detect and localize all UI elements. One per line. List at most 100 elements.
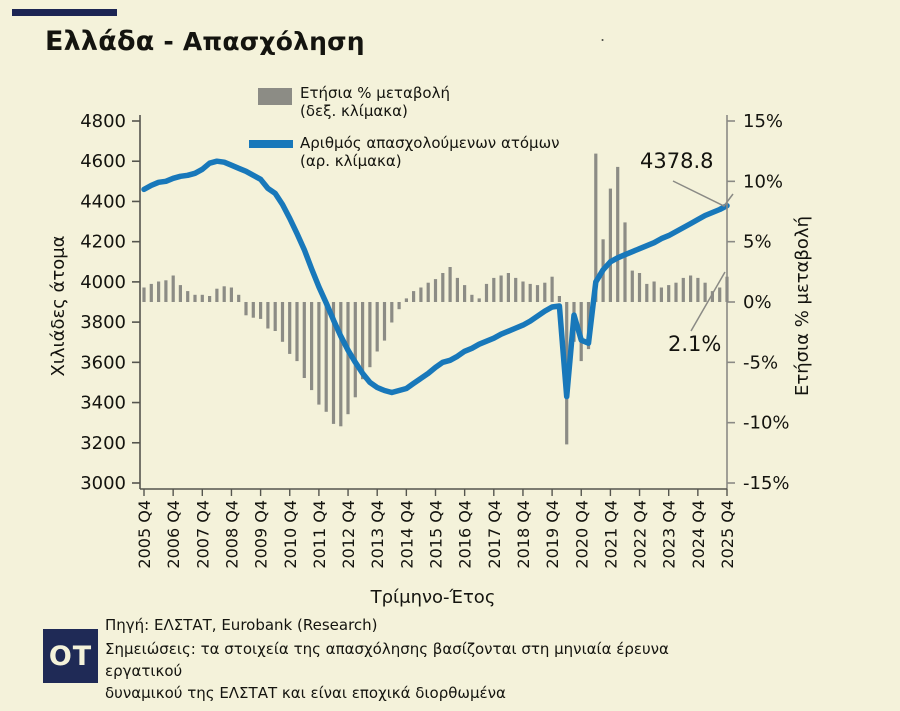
yoy-bar — [288, 302, 292, 354]
yoy-bar — [674, 282, 678, 302]
left-axis-tick-label: 4000 — [80, 272, 126, 293]
right-axis-tick-label: -5% — [743, 352, 778, 373]
x-axis-tick-label: 2023 Q4 — [660, 500, 679, 569]
leader-line-to-last-bar — [690, 271, 726, 332]
x-axis-tick-label: 2008 Q4 — [222, 500, 241, 569]
x-axis-tick-label: 2011 Q4 — [310, 500, 329, 569]
x-axis-tick-label: 2012 Q4 — [339, 500, 358, 569]
yoy-bar — [543, 282, 547, 302]
legend-line-label-line1: Αριθμός απασχολούμενων ατόμων — [300, 134, 560, 152]
yoy-bar — [718, 287, 722, 302]
yoy-bar — [499, 275, 503, 302]
left-axis-tick-label: 3600 — [80, 352, 126, 373]
x-axis-tick-label: 2024 Q4 — [689, 500, 708, 569]
page-title-primary: Ελλάδα — [45, 26, 155, 57]
yoy-bar — [492, 277, 496, 302]
notes-text: Σημειώσεις: τα στοιχεία της απασχόλησης … — [105, 638, 745, 704]
x-axis-tick-label: 2016 Q4 — [456, 500, 475, 569]
yoy-bar — [441, 273, 445, 302]
yoy-bar — [404, 298, 408, 302]
right-axis-tick-label: 15% — [743, 111, 783, 132]
yoy-bar — [689, 275, 693, 302]
stray-dot: . — [600, 26, 606, 45]
ot-logo: OT — [43, 629, 98, 683]
legend-line-swatch — [249, 140, 293, 148]
yoy-bar — [681, 277, 685, 302]
yoy-bar — [463, 285, 467, 302]
left-axis-tick-label: 4600 — [80, 151, 126, 172]
legend-line-label-line2: (αρ. κλίμακα) — [300, 152, 402, 170]
notes-line2: δυναμικού της ΕΛΣΤΑΤ και είναι εποχικά δ… — [105, 684, 506, 702]
yoy-bar — [222, 286, 226, 302]
legend-bar-label-line1: Ετήσια % μεταβολή — [300, 84, 450, 102]
x-axis-tick-label: 2013 Q4 — [368, 500, 387, 569]
yoy-bar — [193, 294, 197, 302]
x-axis-tick-label: 2022 Q4 — [631, 500, 650, 569]
x-axis-tick-label: 2020 Q4 — [572, 500, 591, 569]
chart-generated-layer: 4800 4600 4400 4200 4000 3800 3600 3400 3200 3000… — [48, 111, 813, 608]
yoy-bar — [200, 294, 204, 302]
yoy-bar — [477, 298, 481, 302]
yoy-bar — [353, 302, 357, 398]
notes-line1: Σημειώσεις: τα στοιχεία της απασχόλησης … — [105, 640, 669, 680]
yoy-bar — [521, 281, 525, 302]
right-axis-tick-label: 0% — [743, 292, 772, 313]
yoy-bar — [324, 302, 328, 412]
yoy-bar — [302, 302, 306, 378]
yoy-bar — [157, 281, 161, 302]
yoy-bar — [171, 275, 175, 302]
yoy-bar — [667, 285, 671, 302]
legend-bar-label: Ετήσια % μεταβολή (δεξ. κλίμακα) — [300, 84, 720, 120]
yoy-bar — [637, 273, 642, 302]
yoy-bar — [295, 302, 299, 362]
left-axis-tick-label: 4200 — [80, 232, 126, 253]
yoy-bar — [331, 302, 336, 424]
yoy-bar — [244, 302, 248, 316]
yoy-bar — [616, 166, 620, 302]
yoy-bar — [426, 282, 430, 302]
x-axis-tick-label: 2021 Q4 — [601, 500, 620, 569]
yoy-bar — [623, 222, 627, 302]
yoy-bar — [310, 302, 314, 391]
yoy-bar — [535, 285, 540, 302]
yoy-bar — [594, 153, 598, 302]
leader-line-to-line-end — [672, 180, 734, 207]
yoy-bar — [375, 302, 379, 352]
left-axis-tick-label: 3200 — [80, 433, 126, 454]
yoy-bar — [273, 302, 277, 331]
x-axis-tick-label: 2019 Q4 — [543, 500, 562, 569]
x-axis-tick-label: 2009 Q4 — [252, 500, 271, 569]
x-axis-tick-label: 2015 Q4 — [427, 500, 446, 569]
right-axis-tick-label: 5% — [743, 232, 772, 253]
yoy-bar — [208, 296, 212, 302]
yoy-bar — [361, 302, 365, 380]
x-axis-tick-label: 2017 Q4 — [485, 500, 504, 569]
yoy-bar — [390, 302, 394, 323]
yoy-bar — [696, 277, 700, 302]
yoy-bar — [659, 287, 663, 302]
page-title-secondary: - Απασχόληση — [154, 27, 365, 56]
x-axis-tick-label: 2025 Q4 — [718, 500, 737, 569]
yoy-bar — [484, 283, 489, 302]
yoy-bar — [382, 302, 387, 341]
chart-annotation-layer — [672, 180, 734, 332]
yoy-bar — [339, 302, 343, 427]
yoy-bar — [419, 287, 423, 302]
left-axis-tick-label: 3800 — [80, 312, 126, 333]
right-axis-tick-label: 10% — [743, 171, 783, 192]
yoy-bar — [433, 279, 438, 302]
yoy-bar — [412, 291, 416, 302]
bar-end-value-annotation: 2.1% — [668, 332, 722, 356]
yoy-bar — [186, 291, 190, 302]
x-axis-tick-label: 2010 Q4 — [281, 500, 300, 569]
yoy-bar — [397, 302, 401, 310]
right-axis-tick-label: -10% — [743, 413, 790, 434]
yoy-bar — [608, 188, 612, 302]
yoy-bar — [710, 291, 714, 302]
page-title: Ελλάδα - Απασχόληση — [45, 26, 365, 57]
yoy-bar — [630, 270, 634, 302]
yoy-bar — [259, 302, 263, 319]
yoy-bar — [455, 277, 459, 302]
